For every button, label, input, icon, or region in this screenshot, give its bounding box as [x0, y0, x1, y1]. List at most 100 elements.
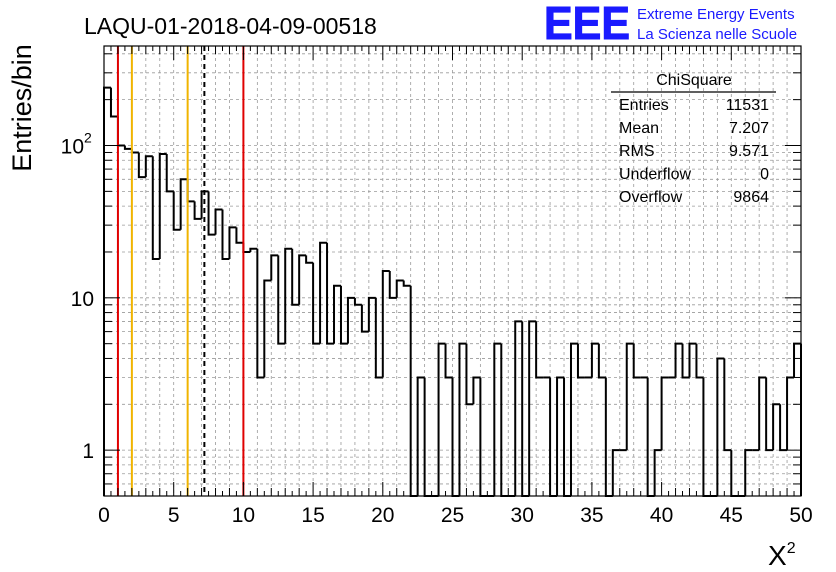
- histogram-bin: [493, 342, 502, 496]
- histogram-bin: [130, 148, 139, 154]
- histogram-bin: [786, 376, 795, 451]
- project-subtitle: La Scienza nelle Scuole: [637, 26, 797, 43]
- histogram-bin: [569, 342, 578, 496]
- histogram-bin: [374, 297, 383, 379]
- histogram-bin: [291, 248, 300, 306]
- stats-mean-value: 7.207: [729, 120, 769, 137]
- histogram-bin: [563, 377, 571, 497]
- histogram-bin: [444, 343, 453, 379]
- histogram-bin: [604, 377, 613, 497]
- y-tick-label: 1: [82, 440, 94, 463]
- stats-box: ChiSquare Entries 11531 Mean 7.207 RMS 9…: [611, 72, 776, 206]
- x-axis-label: X2: [768, 540, 796, 571]
- stats-mean-label: Mean: [619, 120, 659, 137]
- histogram-bin: [576, 343, 585, 379]
- histogram-bin: [144, 155, 153, 178]
- histogram-bin: [779, 404, 788, 452]
- x-axis-label-superscript: 2: [787, 540, 796, 557]
- histogram-bin: [305, 255, 314, 264]
- histogram-bin: [367, 296, 376, 332]
- x-tick-label: 50: [789, 504, 812, 527]
- x-tick-label: 30: [511, 504, 534, 527]
- histogram-bin: [151, 156, 160, 260]
- histogram-bin: [416, 376, 425, 496]
- histogram-bin: [465, 343, 474, 406]
- y-axis-label: Entries/bin: [7, 44, 37, 172]
- histogram-bin: [221, 209, 230, 260]
- histogram-bin: [242, 242, 251, 253]
- histogram-bin: [556, 376, 565, 496]
- histogram-bin: [200, 190, 209, 219]
- histogram-bin: [235, 227, 244, 244]
- histogram-bin: [116, 116, 125, 147]
- x-tick-label: 40: [650, 504, 673, 527]
- x-tick-label: 20: [371, 504, 394, 527]
- histogram-bin: [437, 342, 446, 496]
- stats-overflow-value: 9864: [733, 189, 769, 206]
- histogram-bin: [172, 191, 181, 231]
- histogram-bin: [688, 342, 697, 378]
- stats-underflow-label: Underflow: [619, 166, 691, 183]
- stats-rms-value: 9.571: [729, 143, 769, 160]
- histogram-bin: [597, 343, 606, 379]
- histogram-bin: [772, 403, 781, 451]
- x-tick-label: 25: [441, 504, 464, 527]
- histogram-bin: [381, 270, 390, 378]
- x-tick-label: 5: [168, 504, 180, 527]
- histogram-bin: [284, 247, 293, 344]
- histogram-bin: [423, 377, 432, 497]
- histogram-bin: [521, 321, 530, 497]
- histogram-bin: [793, 342, 801, 378]
- x-tick-label: 15: [301, 504, 324, 527]
- histogram-bin: [549, 377, 558, 497]
- histogram-bin: [353, 297, 362, 306]
- histogram-bin: [256, 248, 265, 379]
- histogram-bin: [298, 254, 307, 305]
- run-title: LAQU-01-2018-04-09-00518: [84, 13, 377, 39]
- histogram-bin: [458, 342, 467, 496]
- histogram-bin: [611, 449, 620, 496]
- histogram-bin: [402, 280, 411, 287]
- histogram-bin: [193, 201, 202, 220]
- y-tick-label: 10: [71, 288, 94, 311]
- stats-entries-label: Entries: [619, 97, 669, 114]
- histogram-bin: [695, 343, 704, 379]
- histogram-bin: [674, 342, 683, 378]
- histogram-bin: [360, 304, 369, 333]
- histogram-bin: [395, 279, 404, 298]
- stats-overflow-label: Overflow: [619, 189, 683, 206]
- histogram-bin: [186, 179, 195, 203]
- project-name: Extreme Energy Events: [637, 6, 795, 23]
- histogram-bin: [681, 343, 690, 379]
- x-tick-label: 35: [580, 504, 603, 527]
- histogram-bin: [123, 145, 132, 150]
- histogram-bin: [158, 152, 167, 259]
- histogram-bin: [702, 377, 711, 497]
- histogram-bin: [409, 285, 418, 497]
- histogram-bin: [479, 377, 488, 497]
- histogram-bin: [535, 321, 544, 379]
- histogram-bin: [514, 320, 523, 496]
- x-tick-label: 10: [232, 504, 255, 527]
- histogram-bin: [228, 226, 237, 259]
- histogram-bin: [646, 377, 655, 497]
- histogram-bin: [653, 449, 662, 496]
- histogram-bin: [103, 86, 111, 496]
- histogram-bin: [472, 376, 481, 405]
- histogram-bin: [528, 320, 537, 496]
- histogram-bin: [165, 153, 174, 193]
- stats-title: ChiSquare: [656, 72, 732, 89]
- histogram-bin: [388, 271, 397, 299]
- histogram-bin: [277, 255, 286, 345]
- y-tick-label: 10: [61, 135, 84, 158]
- marker-lines-layer: [116, 46, 245, 496]
- histogram-bin: [500, 343, 509, 497]
- eee-logo: EEE Extreme Energy Events La Scienza nel…: [544, 0, 798, 50]
- histogram-bin: [109, 87, 118, 118]
- histogram-bin: [179, 178, 188, 230]
- histogram-bin: [451, 377, 460, 497]
- y-tick-label-exponent: 2: [84, 129, 92, 145]
- histogram-bin: [632, 343, 641, 379]
